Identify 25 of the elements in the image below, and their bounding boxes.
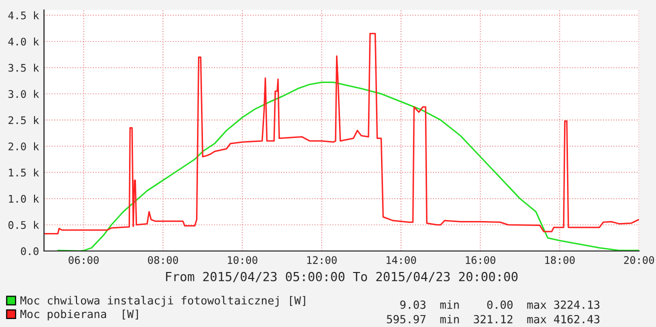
- y-tick-label: 4.0 k: [8, 38, 39, 46]
- line-series: [44, 32, 639, 234]
- y-tick-label: 1.5 k: [9, 168, 39, 177]
- y-tick-label: 2.5 k: [8, 116, 39, 124]
- legend-label: Moc chwilowa instalacji fotowoltaicznej [W]: [20, 296, 306, 307]
- x-tick-label: 14:00: [386, 256, 416, 264]
- x-tick-label: 10:00: [228, 256, 258, 264]
- x-tick-label: 20:00: [624, 256, 654, 264]
- text: 9.03 min 0.00 max 3224.13: [400, 300, 600, 309]
- x-tick-label: 18:00: [545, 256, 575, 264]
- x-tick-label: 12:00: [307, 256, 337, 264]
- y-tick-label: 2.0 k: [8, 142, 39, 150]
- y-tick-label: 0.0: [21, 247, 38, 256]
- text: 595.97 min 321.12 max 4162.43: [386, 314, 600, 324]
- x-axis-title: From 2015/04/23 05:00:00 To 2015/04/23 20:00:00: [166, 272, 518, 282]
- legend-label: Moc pobierana [W]: [20, 310, 138, 320]
- line-series: [57, 82, 639, 251]
- x-tick-label: 16:00: [466, 256, 496, 264]
- y-tick-label: 1.0 k: [9, 194, 39, 203]
- y-tick-label: 3.5 k: [8, 64, 39, 72]
- y-tick-label: 3.0 k: [8, 90, 39, 98]
- x-tick-label: 06:00: [68, 256, 99, 264]
- x-tick-label: 08:00: [148, 256, 178, 264]
- y-tick-label: 0.5 k: [8, 220, 39, 229]
- y-tick-label: 4.5 k: [8, 11, 39, 20]
